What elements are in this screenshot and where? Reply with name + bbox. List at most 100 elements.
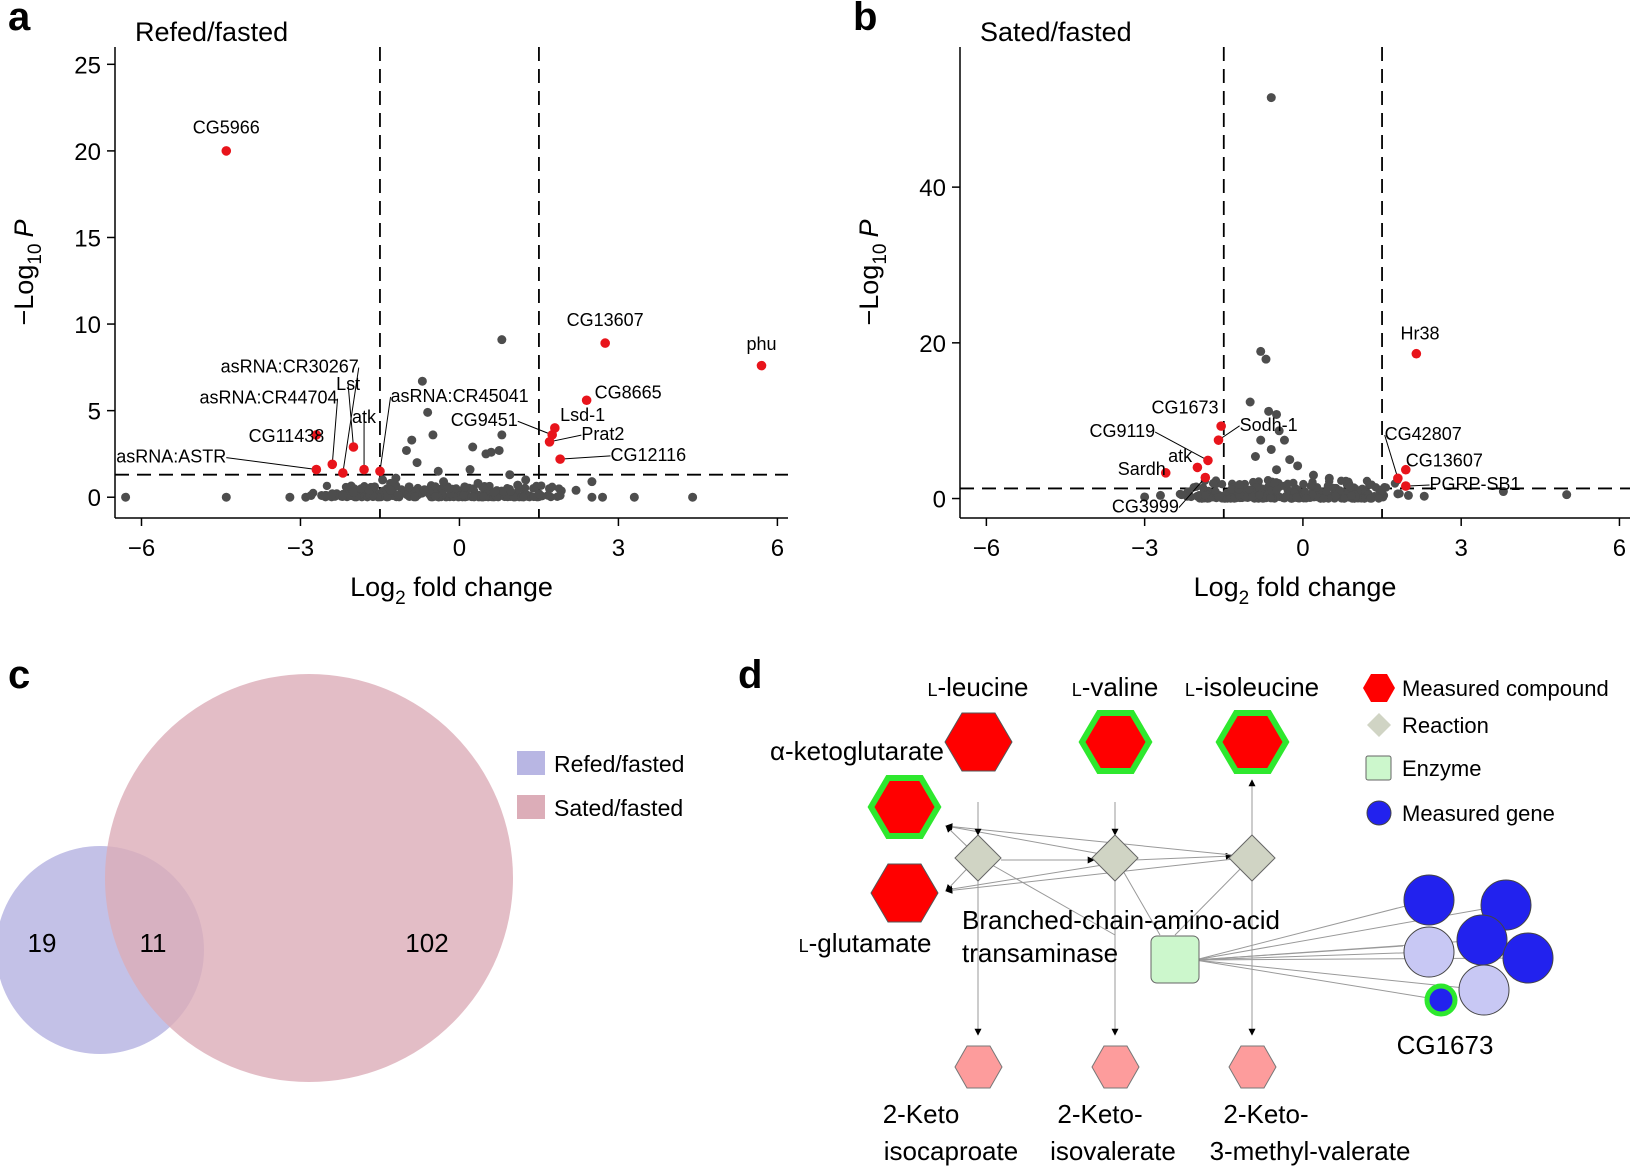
nonsig-point <box>1393 489 1403 499</box>
x-tick-label: 6 <box>1613 535 1626 562</box>
y-axis-label-main: −Log <box>9 265 39 326</box>
gene-label: Sodh-1 <box>1240 415 1298 435</box>
y-tick-label: 20 <box>919 331 946 358</box>
x-axis-label-sub: 2 <box>1239 588 1250 609</box>
gene-label: phu <box>746 334 776 354</box>
x-axis-label: Log2 fold change <box>350 572 553 609</box>
venn-diagram: 19 11 102 Refed/fasted Sated/fasted <box>0 674 684 1082</box>
nonsig-point <box>1281 491 1291 501</box>
nonsig-point <box>489 487 499 497</box>
y-tick-label: 20 <box>74 139 101 166</box>
significant-point <box>311 430 322 440</box>
y-axis-label: −Log10 P <box>854 220 891 326</box>
gene-label: CG42807 <box>1385 424 1462 444</box>
nonsig-point <box>1330 491 1340 501</box>
legend-enzyme-icon <box>1365 755 1392 781</box>
gene-label: CG8665 <box>595 383 662 403</box>
significant-point <box>348 442 359 452</box>
nonsig-point <box>459 490 468 500</box>
significant-point <box>311 464 322 475</box>
enzyme-bcat <box>1150 935 1200 984</box>
nonsig-point <box>1301 494 1311 503</box>
nonsig-point <box>1227 485 1236 494</box>
nonsig-point <box>598 492 608 502</box>
nonsig-point <box>1192 491 1202 501</box>
nonsig-point <box>338 490 348 500</box>
significant-point <box>1213 435 1224 445</box>
x-tick-label: 0 <box>1296 535 1309 562</box>
nonsig-point <box>1200 491 1210 500</box>
nonsig-point <box>348 487 358 497</box>
nonsig-point <box>486 447 496 457</box>
gene-label: asRNA:ASTR <box>116 447 226 467</box>
gene-label: atk <box>1168 446 1193 466</box>
nonsig-point <box>1371 483 1380 492</box>
panel-letter-a: a <box>8 0 31 39</box>
x-tick-label: 0 <box>453 535 466 562</box>
nonsig-point <box>468 442 478 452</box>
nonsig-point <box>370 482 380 492</box>
venn-legend-swatch-refed <box>517 751 545 775</box>
nonsig-point <box>1293 461 1303 471</box>
gene-node <box>1458 964 1510 1016</box>
nonsig-point <box>428 430 438 440</box>
gene-label: asRNA:CR44704 <box>199 388 337 408</box>
nonsig-point <box>1403 490 1413 500</box>
label-leader-line <box>1178 477 1206 508</box>
significant-point <box>1160 468 1171 478</box>
gene-label: CG13607 <box>567 310 644 330</box>
y-axis-label-var: P <box>9 220 39 238</box>
venn-circle-sated <box>105 674 513 1082</box>
legend-reaction: Reaction <box>1402 713 1489 738</box>
nonsig-point <box>1272 486 1281 495</box>
nonsig-point <box>423 407 433 417</box>
compound-l-isoleucine <box>1215 710 1290 774</box>
venn-legend-refed: Refed/fasted <box>554 751 684 777</box>
panel-letter-b: b <box>853 0 877 39</box>
nonsig-point <box>306 490 316 500</box>
label-leader-line <box>517 420 553 436</box>
label-product2-line1: 2-Keto- <box>1057 1099 1142 1129</box>
significant-point <box>375 466 385 477</box>
label-product3-line2: 3-methyl-valerate <box>1210 1136 1411 1166</box>
significant-point <box>1393 473 1403 484</box>
gene-label: asRNA:CR30267 <box>221 357 359 377</box>
gene-label: Lst <box>336 374 360 394</box>
nonsig-point <box>322 481 332 491</box>
venn-count-refed-only: 19 <box>28 928 57 958</box>
significant-point <box>338 468 348 478</box>
nonsig-point <box>1322 487 1331 496</box>
plot-title: Sated/fasted <box>980 17 1132 47</box>
nonsig-point <box>460 482 470 492</box>
gene-label: Sardh <box>1118 459 1166 479</box>
nonsig-point <box>121 492 131 502</box>
y-tick-label: 25 <box>74 52 101 79</box>
nonsig-point <box>431 492 440 501</box>
nonsig-point <box>1266 93 1276 103</box>
nonsig-point <box>356 484 366 494</box>
x-tick-label: 6 <box>771 535 784 562</box>
nonsig-point <box>1340 494 1349 503</box>
nonsig-point <box>1255 491 1264 500</box>
nonsig-point <box>1285 455 1295 465</box>
label-leader-line <box>347 384 354 448</box>
nonsig-point <box>393 490 403 500</box>
nonsig-point <box>317 490 327 500</box>
nonsig-point <box>571 485 581 495</box>
nonsig-point <box>401 445 411 455</box>
nonsig-point <box>1140 492 1150 502</box>
significant-point <box>600 338 610 348</box>
gene-label: asRNA:CR45041 <box>391 386 529 406</box>
nonsig-point <box>1217 479 1227 489</box>
x-tick-label: −3 <box>287 535 314 562</box>
nonsig-point <box>431 482 440 491</box>
nonsig-point <box>1319 494 1328 503</box>
nonsig-point <box>1347 491 1356 500</box>
nonsig-point <box>407 435 417 445</box>
x-axis-label-tail: fold change <box>406 572 553 602</box>
nonsig-point <box>1274 426 1284 436</box>
volcano-plot-refed-fasted: −6 −3 0 3 60510152025CG5966CG13607phuCG8665L… <box>9 17 788 609</box>
nonsig-point <box>1256 435 1266 445</box>
product-2-keto-3-methyl-valerate <box>1228 1045 1277 1089</box>
